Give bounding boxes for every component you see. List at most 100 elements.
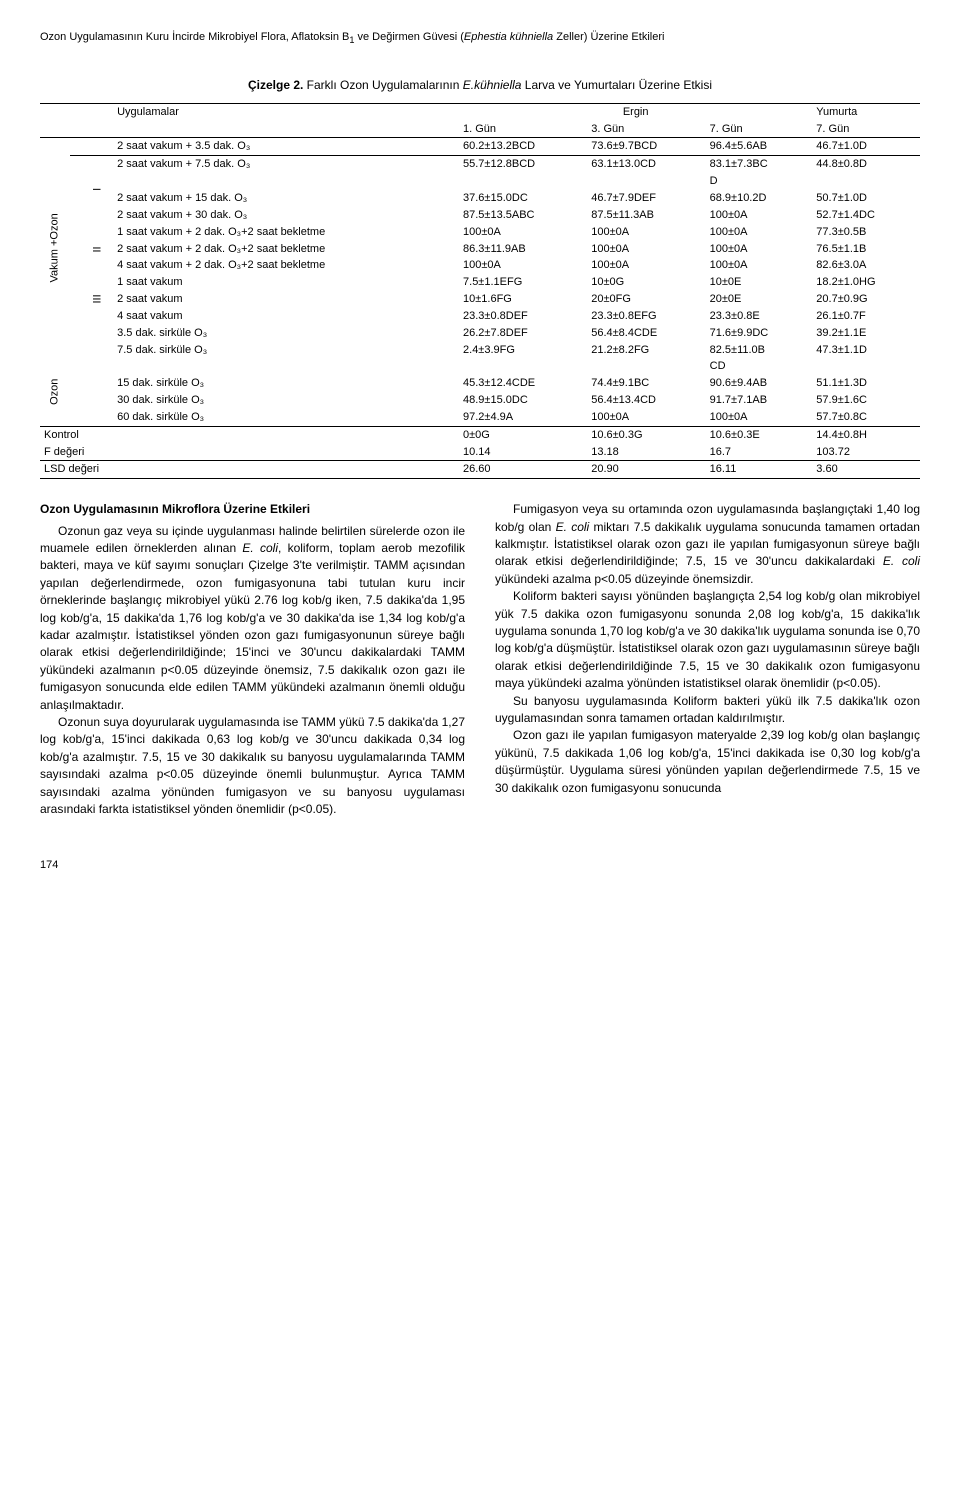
cell: 57.7±0.8C: [812, 409, 920, 426]
table-row: 2 saat vakum 10±1.6FG 20±0FG 20±0E 20.7±…: [40, 291, 920, 308]
cell: 100±0A: [706, 224, 813, 241]
cell: 55.7±12.8BCD: [459, 156, 587, 173]
cell: 2 saat vakum + 7.5 dak. O₃: [113, 156, 459, 173]
cell: 26.60: [459, 461, 587, 479]
cell: 100±0A: [706, 241, 813, 258]
cell: 7.5 dak. sirküle O₃: [113, 342, 459, 359]
para: Su banyosu uygulamasında Koliform bakter…: [495, 693, 920, 728]
table-row: 4 saat vakum 23.3±0.8DEF 23.3±0.8EFG 23.…: [40, 308, 920, 325]
cell: 46.7±7.9DEF: [587, 190, 705, 207]
cell: 0±0G: [459, 426, 587, 443]
cell: 46.7±1.0D: [812, 138, 920, 156]
hdr-g7b: 7. Gün: [812, 121, 920, 138]
cell: 20±0FG: [587, 291, 705, 308]
cell: 60 dak. sirküle O₃: [113, 409, 459, 426]
para: Fumigasyon veya su ortamında ozon uygula…: [495, 501, 920, 588]
cell: 1 saat vakum + 2 dak. O₃+2 saat bekletme: [113, 224, 459, 241]
cell: 37.6±15.0DC: [459, 190, 587, 207]
table-row: 2 saat vakum + 2 dak. O₃+2 saat bekletme…: [40, 241, 920, 258]
rt-c: Zeller) Üzerine Etkileri: [553, 31, 664, 43]
cell: 18.2±1.0HG: [812, 274, 920, 291]
cell: F değeri: [40, 444, 459, 461]
species: E. coli: [883, 554, 920, 568]
txt: yükündeki azalma p<0.05 düzeyinde önemsi…: [495, 572, 754, 586]
cell: 86.3±11.9AB: [459, 241, 587, 258]
running-title: Ozon Uygulamasının Kuru İncirde Mikrobiy…: [40, 30, 920, 47]
section-heading: Ozon Uygulamasının Mikroflora Üzerine Et…: [40, 501, 465, 518]
cell: 4 saat vakum: [113, 308, 459, 325]
cell: 74.4±9.1BC: [587, 375, 705, 392]
cell: 100±0A: [587, 257, 705, 274]
cell: 1 saat vakum: [113, 274, 459, 291]
para: Ozon gazı ile yapılan fumigasyon materya…: [495, 727, 920, 797]
rt-species: Ephestia kühniella: [464, 31, 553, 43]
hdr-g7a: 7. Gün: [706, 121, 813, 138]
cell: 100±0A: [587, 224, 705, 241]
cell: 87.5±11.3AB: [587, 207, 705, 224]
cell: 23.3±0.8DEF: [459, 308, 587, 325]
cell: 76.5±1.1B: [812, 241, 920, 258]
cell: 2 saat vakum + 15 dak. O₃: [113, 190, 459, 207]
table-row: 7.5 dak. sirküle O₃ 2.4±3.9FG 21.2±8.2FG…: [40, 342, 920, 359]
grp-III: III: [83, 274, 113, 325]
cell: 83.1±7.3BC: [706, 156, 813, 173]
cell: 39.2±1.1E: [812, 325, 920, 342]
cell: 50.7±1.0D: [812, 190, 920, 207]
cell: Kontrol: [40, 426, 459, 443]
cell: 10.6±0.3E: [706, 426, 813, 443]
cell: 100±0A: [706, 409, 813, 426]
cell: 100±0A: [706, 207, 813, 224]
cell: 10±1.6FG: [459, 291, 587, 308]
cell: 21.2±8.2FG: [587, 342, 705, 359]
cell: 20±0E: [706, 291, 813, 308]
data-table: Uygulamalar Ergin Yumurta 1. Gün 3. Gün …: [40, 103, 920, 480]
cell: 63.1±13.0CD: [587, 156, 705, 173]
table-row: 2 saat vakum + 15 dak. O₃ 37.6±15.0DC 46…: [40, 190, 920, 207]
grp-II: II: [83, 224, 113, 275]
rt-a: Ozon Uygulamasının Kuru İncirde Mikrobiy…: [40, 31, 349, 43]
cell: 7.5±1.1EFG: [459, 274, 587, 291]
cell: 82.6±3.0A: [812, 257, 920, 274]
cell: 56.4±13.4CD: [587, 392, 705, 409]
cell: 16.7: [706, 444, 813, 461]
tc-species: E.kühniella: [463, 78, 522, 92]
tc-mid: Farklı Ozon Uygulamalarının: [303, 78, 462, 92]
cell: 10±0E: [706, 274, 813, 291]
table-row: Kontrol 0±0G 10.6±0.3G 10.6±0.3E 14.4±0.…: [40, 426, 920, 443]
table-row: I 2 saat vakum + 7.5 dak. O₃ 55.7±12.8BC…: [40, 156, 920, 173]
cell: 100±0A: [459, 224, 587, 241]
table-row: 3.5 dak. sirküle O₃ 26.2±7.8DEF 56.4±8.4…: [40, 325, 920, 342]
table-row: 30 dak. sirküle O₃ 48.9±15.0DC 56.4±13.4…: [40, 392, 920, 409]
cell: 16.11: [706, 461, 813, 479]
cell: 96.4±5.6AB: [706, 138, 813, 156]
cell: 56.4±8.4CDE: [587, 325, 705, 342]
hdr-g1: 1. Gün: [459, 121, 587, 138]
cell: 2 saat vakum: [113, 291, 459, 308]
hdr-g3: 3. Gün: [587, 121, 705, 138]
cell: 30 dak. sirküle O₃: [113, 392, 459, 409]
cell: 23.3±0.8EFG: [587, 308, 705, 325]
cell: 44.8±0.8D: [812, 156, 920, 173]
cell: 91.7±7.1AB: [706, 392, 813, 409]
grp-I: I: [83, 156, 113, 224]
cell: 68.9±10.2D: [706, 190, 813, 207]
cell: 10.6±0.3G: [587, 426, 705, 443]
cell: 48.9±15.0DC: [459, 392, 587, 409]
table-row: Ozon CD: [40, 358, 920, 375]
para: Ozonun suya doyurularak uygulamasında is…: [40, 714, 465, 818]
hdr-ergin: Ergin: [459, 103, 812, 120]
cell: 2.4±3.9FG: [459, 342, 587, 359]
cell: 26.2±7.8DEF: [459, 325, 587, 342]
cell: 23.3±0.8E: [706, 308, 813, 325]
table-row: 2 saat vakum + 30 dak. O₃ 87.5±13.5ABC 8…: [40, 207, 920, 224]
cell: 10.14: [459, 444, 587, 461]
cell: 45.3±12.4CDE: [459, 375, 587, 392]
cell: 2 saat vakum + 3.5 dak. O₃: [113, 138, 459, 156]
cell: 15 dak. sirküle O₃: [113, 375, 459, 392]
table-row: 60 dak. sirküle O₃ 97.2±4.9A 100±0A 100±…: [40, 409, 920, 426]
cell: 73.6±9.7BCD: [587, 138, 705, 156]
cell: 10±0G: [587, 274, 705, 291]
table-row: 4 saat vakum + 2 dak. O₃+2 saat bekletme…: [40, 257, 920, 274]
cell: 20.7±0.9G: [812, 291, 920, 308]
cell: 2 saat vakum + 2 dak. O₃+2 saat bekletme: [113, 241, 459, 258]
